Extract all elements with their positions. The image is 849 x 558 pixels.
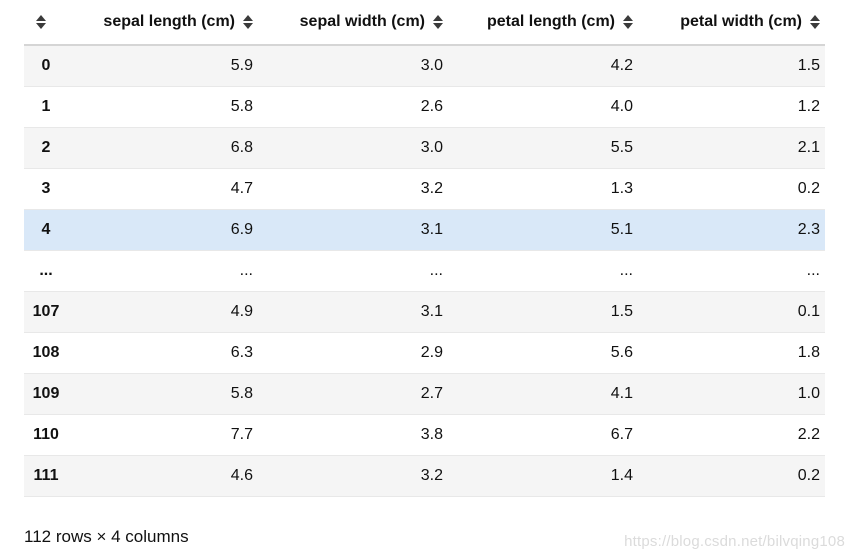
column-header-sepal-length[interactable]: sepal length (cm) xyxy=(70,0,258,46)
cell: 2.2 xyxy=(638,414,825,455)
cell: 3.2 xyxy=(258,455,448,496)
cell: ... xyxy=(448,250,638,291)
cell: 5.8 xyxy=(70,86,258,127)
cell: 1.0 xyxy=(638,373,825,414)
cell: 2.6 xyxy=(258,86,448,127)
cell: 3.1 xyxy=(258,291,448,332)
sort-icon[interactable] xyxy=(433,15,443,29)
cell: 6.8 xyxy=(70,127,258,168)
row-index: 107 xyxy=(24,291,70,332)
table-row-highlighted: 4 6.9 3.1 5.1 2.3 xyxy=(24,209,825,250)
table-row: 108 6.3 2.9 5.6 1.8 xyxy=(24,332,825,373)
cell: 6.3 xyxy=(70,332,258,373)
cell: 0.1 xyxy=(638,291,825,332)
row-index: 4 xyxy=(24,209,70,250)
cell: 5.1 xyxy=(448,209,638,250)
column-header-petal-width[interactable]: petal width (cm) xyxy=(638,0,825,46)
row-index: 3 xyxy=(24,168,70,209)
sort-icon[interactable] xyxy=(243,15,253,29)
row-index: 110 xyxy=(24,414,70,455)
watermark: https://blog.csdn.net/bilvqing108 xyxy=(624,533,845,550)
cell: 4.2 xyxy=(448,45,638,86)
column-header-sepal-width[interactable]: sepal width (cm) xyxy=(258,0,448,46)
table-row: 3 4.7 3.2 1.3 0.2 xyxy=(24,168,825,209)
table-row: 107 4.9 3.1 1.5 0.1 xyxy=(24,291,825,332)
table-row: 111 4.6 3.2 1.4 0.2 xyxy=(24,455,825,496)
sort-icon[interactable] xyxy=(810,15,820,29)
cell: 2.7 xyxy=(258,373,448,414)
cell: 4.0 xyxy=(448,86,638,127)
cell: 5.8 xyxy=(70,373,258,414)
table-row: 1 5.8 2.6 4.0 1.2 xyxy=(24,86,825,127)
cell: 3.0 xyxy=(258,45,448,86)
column-header-petal-length[interactable]: petal length (cm) xyxy=(448,0,638,46)
column-header-label: sepal length (cm) xyxy=(103,13,235,30)
cell: 3.1 xyxy=(258,209,448,250)
row-index: 109 xyxy=(24,373,70,414)
cell: ... xyxy=(70,250,258,291)
header-row: sepal length (cm) sepal width (cm) petal… xyxy=(24,0,825,46)
cell: 4.1 xyxy=(448,373,638,414)
cell: 5.6 xyxy=(448,332,638,373)
cell: 4.6 xyxy=(70,455,258,496)
row-index: 111 xyxy=(24,455,70,496)
table-row-ellipsis: ... ... ... ... ... xyxy=(24,250,825,291)
cell: 5.9 xyxy=(70,45,258,86)
cell: 1.4 xyxy=(448,455,638,496)
cell: 4.7 xyxy=(70,168,258,209)
sort-icon[interactable] xyxy=(623,15,633,29)
cell: 1.8 xyxy=(638,332,825,373)
cell: 2.3 xyxy=(638,209,825,250)
row-count-summary: 112 rows × 4 columns xyxy=(24,526,189,546)
cell: 5.5 xyxy=(448,127,638,168)
cell: 1.3 xyxy=(448,168,638,209)
cell: 3.0 xyxy=(258,127,448,168)
cell: ... xyxy=(258,250,448,291)
row-index: 108 xyxy=(24,332,70,373)
row-index: ... xyxy=(24,250,70,291)
dataframe-table: sepal length (cm) sepal width (cm) petal… xyxy=(24,0,825,497)
column-header-index[interactable] xyxy=(24,0,70,46)
cell: 1.5 xyxy=(448,291,638,332)
cell: ... xyxy=(638,250,825,291)
cell: 2.9 xyxy=(258,332,448,373)
row-index: 0 xyxy=(24,45,70,86)
row-index: 2 xyxy=(24,127,70,168)
cell: 1.2 xyxy=(638,86,825,127)
table-row: 110 7.7 3.8 6.7 2.2 xyxy=(24,414,825,455)
dataframe-container: sepal length (cm) sepal width (cm) petal… xyxy=(24,0,825,497)
table-row: 2 6.8 3.0 5.5 2.1 xyxy=(24,127,825,168)
table-row: 109 5.8 2.7 4.1 1.0 xyxy=(24,373,825,414)
sort-icon[interactable] xyxy=(35,15,46,29)
cell: 2.1 xyxy=(638,127,825,168)
cell: 0.2 xyxy=(638,455,825,496)
cell: 3.2 xyxy=(258,168,448,209)
cell: 1.5 xyxy=(638,45,825,86)
cell: 6.9 xyxy=(70,209,258,250)
cell: 7.7 xyxy=(70,414,258,455)
cell: 3.8 xyxy=(258,414,448,455)
column-header-label: petal length (cm) xyxy=(486,13,615,30)
column-header-label: sepal width (cm) xyxy=(299,13,425,30)
table-row: 0 5.9 3.0 4.2 1.5 xyxy=(24,45,825,86)
cell: 4.9 xyxy=(70,291,258,332)
cell: 6.7 xyxy=(448,414,638,455)
row-index: 1 xyxy=(24,86,70,127)
column-header-label: petal width (cm) xyxy=(680,13,802,30)
cell: 0.2 xyxy=(638,168,825,209)
